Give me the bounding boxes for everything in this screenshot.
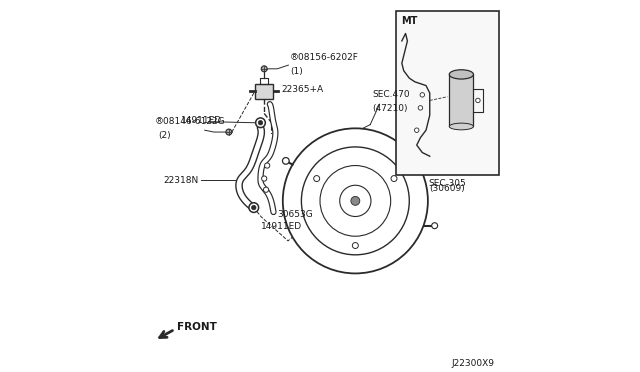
Circle shape [476, 98, 480, 103]
Circle shape [314, 176, 319, 182]
Circle shape [259, 121, 262, 125]
Text: ®08156-6202F: ®08156-6202F [289, 53, 358, 62]
Text: FRONT: FRONT [177, 323, 217, 332]
Bar [396, 11, 499, 175]
Text: SEC.305: SEC.305 [429, 179, 467, 188]
Text: 30653G: 30653G [277, 210, 313, 219]
Ellipse shape [449, 70, 474, 79]
Ellipse shape [449, 123, 474, 130]
Circle shape [420, 93, 424, 97]
Circle shape [255, 118, 266, 128]
Text: 22365+A: 22365+A [281, 85, 323, 94]
Text: 14911ED: 14911ED [180, 116, 221, 125]
Circle shape [264, 163, 270, 168]
Text: (30609): (30609) [429, 184, 465, 193]
Text: (47210): (47210) [372, 104, 408, 113]
Circle shape [391, 176, 397, 182]
Text: ®08146-6122G: ®08146-6122G [154, 118, 225, 126]
Circle shape [249, 203, 259, 212]
Text: 22318N: 22318N [164, 176, 199, 185]
Bar [449, 74, 474, 126]
Text: SEC.470: SEC.470 [372, 90, 410, 99]
Circle shape [262, 176, 267, 181]
Bar [255, 84, 273, 99]
Circle shape [282, 158, 289, 164]
Circle shape [415, 128, 419, 132]
Circle shape [353, 243, 358, 248]
Circle shape [418, 106, 422, 110]
Text: (1): (1) [291, 67, 303, 76]
Circle shape [264, 187, 269, 192]
Text: J22300X9: J22300X9 [452, 359, 495, 368]
Text: 14911ED: 14911ED [261, 222, 302, 231]
Text: MT: MT [401, 16, 417, 26]
Circle shape [432, 223, 438, 229]
Circle shape [226, 129, 232, 135]
Circle shape [252, 205, 256, 210]
Circle shape [351, 196, 360, 205]
Text: (2): (2) [158, 131, 171, 140]
Circle shape [261, 66, 267, 72]
